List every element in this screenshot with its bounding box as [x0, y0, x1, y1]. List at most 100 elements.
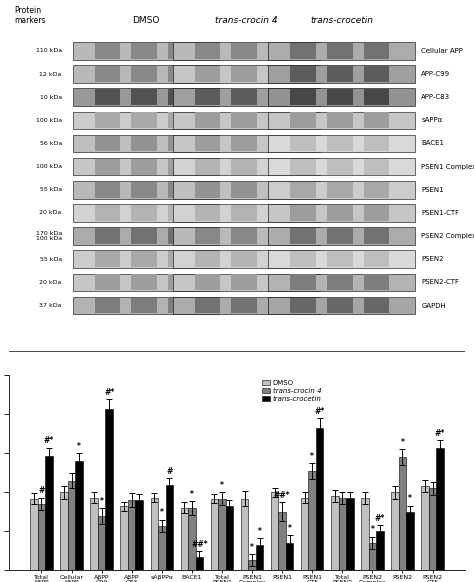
FancyBboxPatch shape — [231, 205, 257, 221]
Text: *: * — [401, 438, 404, 447]
FancyBboxPatch shape — [131, 66, 157, 82]
Text: sAPPα: sAPPα — [421, 118, 443, 123]
FancyBboxPatch shape — [290, 66, 316, 82]
Text: *: * — [288, 524, 292, 533]
FancyBboxPatch shape — [195, 297, 220, 314]
FancyBboxPatch shape — [173, 228, 319, 245]
FancyBboxPatch shape — [364, 66, 390, 82]
FancyBboxPatch shape — [168, 66, 194, 82]
Text: Protein
markers: Protein markers — [14, 6, 46, 25]
FancyBboxPatch shape — [131, 43, 157, 59]
FancyBboxPatch shape — [364, 159, 390, 175]
Text: trans-crocetin: trans-crocetin — [310, 16, 373, 25]
FancyBboxPatch shape — [231, 275, 257, 290]
FancyBboxPatch shape — [73, 134, 219, 152]
FancyBboxPatch shape — [195, 205, 220, 221]
FancyBboxPatch shape — [94, 205, 120, 221]
FancyBboxPatch shape — [268, 204, 415, 222]
FancyBboxPatch shape — [173, 112, 319, 129]
FancyBboxPatch shape — [173, 42, 319, 60]
FancyBboxPatch shape — [268, 158, 415, 175]
FancyBboxPatch shape — [94, 159, 120, 175]
Bar — [248, 560, 256, 570]
FancyBboxPatch shape — [268, 88, 415, 106]
FancyBboxPatch shape — [195, 251, 220, 267]
Text: #*: #* — [315, 407, 325, 416]
FancyBboxPatch shape — [268, 205, 294, 221]
FancyBboxPatch shape — [131, 89, 157, 105]
FancyBboxPatch shape — [290, 297, 316, 314]
FancyBboxPatch shape — [290, 182, 316, 198]
FancyBboxPatch shape — [173, 274, 319, 291]
FancyBboxPatch shape — [268, 182, 294, 198]
FancyBboxPatch shape — [195, 182, 220, 198]
Text: ##*: ##* — [191, 540, 208, 548]
FancyBboxPatch shape — [173, 158, 319, 175]
Bar — [38, 504, 45, 570]
Bar — [361, 498, 369, 570]
FancyBboxPatch shape — [173, 181, 319, 198]
Text: #*: #* — [44, 436, 54, 445]
FancyBboxPatch shape — [268, 65, 415, 83]
FancyBboxPatch shape — [73, 228, 219, 245]
Bar — [158, 526, 165, 570]
Bar — [136, 500, 143, 570]
FancyBboxPatch shape — [364, 275, 390, 290]
FancyBboxPatch shape — [131, 275, 157, 290]
FancyBboxPatch shape — [364, 297, 390, 314]
Legend: DMSO, trans-crocin 4, trans-crocetin: DMSO, trans-crocin 4, trans-crocetin — [259, 377, 324, 404]
FancyBboxPatch shape — [231, 136, 257, 151]
FancyBboxPatch shape — [268, 134, 415, 152]
FancyBboxPatch shape — [195, 275, 220, 290]
FancyBboxPatch shape — [94, 43, 120, 59]
FancyBboxPatch shape — [94, 275, 120, 290]
Bar — [331, 496, 338, 570]
FancyBboxPatch shape — [327, 205, 353, 221]
Text: *: * — [310, 452, 314, 461]
FancyBboxPatch shape — [231, 66, 257, 82]
Bar — [60, 492, 68, 570]
FancyBboxPatch shape — [327, 136, 353, 151]
FancyBboxPatch shape — [268, 250, 415, 268]
FancyBboxPatch shape — [268, 66, 294, 82]
Bar — [278, 512, 286, 570]
Text: #: # — [166, 467, 173, 476]
FancyBboxPatch shape — [268, 43, 294, 59]
Text: Cellular APP: Cellular APP — [421, 48, 463, 54]
Text: 56 kDa: 56 kDa — [39, 141, 62, 146]
FancyBboxPatch shape — [327, 89, 353, 105]
Text: PSEN2-CTF: PSEN2-CTF — [421, 279, 459, 285]
FancyBboxPatch shape — [231, 43, 257, 59]
FancyBboxPatch shape — [168, 251, 194, 267]
Text: PSEN1 Complexes: PSEN1 Complexes — [421, 164, 474, 169]
Text: #*: #* — [375, 514, 385, 523]
FancyBboxPatch shape — [94, 136, 120, 151]
Bar — [346, 498, 354, 570]
FancyBboxPatch shape — [73, 158, 219, 175]
Bar — [391, 492, 399, 570]
FancyBboxPatch shape — [168, 182, 194, 198]
Bar — [218, 499, 226, 570]
FancyBboxPatch shape — [131, 228, 157, 244]
FancyBboxPatch shape — [268, 112, 415, 129]
FancyBboxPatch shape — [168, 297, 194, 314]
FancyBboxPatch shape — [268, 181, 415, 198]
FancyBboxPatch shape — [94, 297, 120, 314]
Text: ##*: ##* — [274, 491, 291, 500]
FancyBboxPatch shape — [73, 297, 219, 314]
FancyBboxPatch shape — [173, 250, 319, 268]
FancyBboxPatch shape — [73, 65, 219, 83]
Text: *: * — [77, 442, 81, 451]
FancyBboxPatch shape — [268, 228, 294, 244]
FancyBboxPatch shape — [195, 66, 220, 82]
Text: #: # — [38, 487, 45, 495]
FancyBboxPatch shape — [168, 89, 194, 105]
FancyBboxPatch shape — [231, 159, 257, 175]
FancyBboxPatch shape — [231, 182, 257, 198]
Text: 20 kDa: 20 kDa — [39, 211, 62, 215]
FancyBboxPatch shape — [131, 182, 157, 198]
FancyBboxPatch shape — [364, 43, 390, 59]
Text: 12 kDa: 12 kDa — [39, 72, 62, 77]
Bar — [45, 456, 53, 570]
FancyBboxPatch shape — [290, 205, 316, 221]
